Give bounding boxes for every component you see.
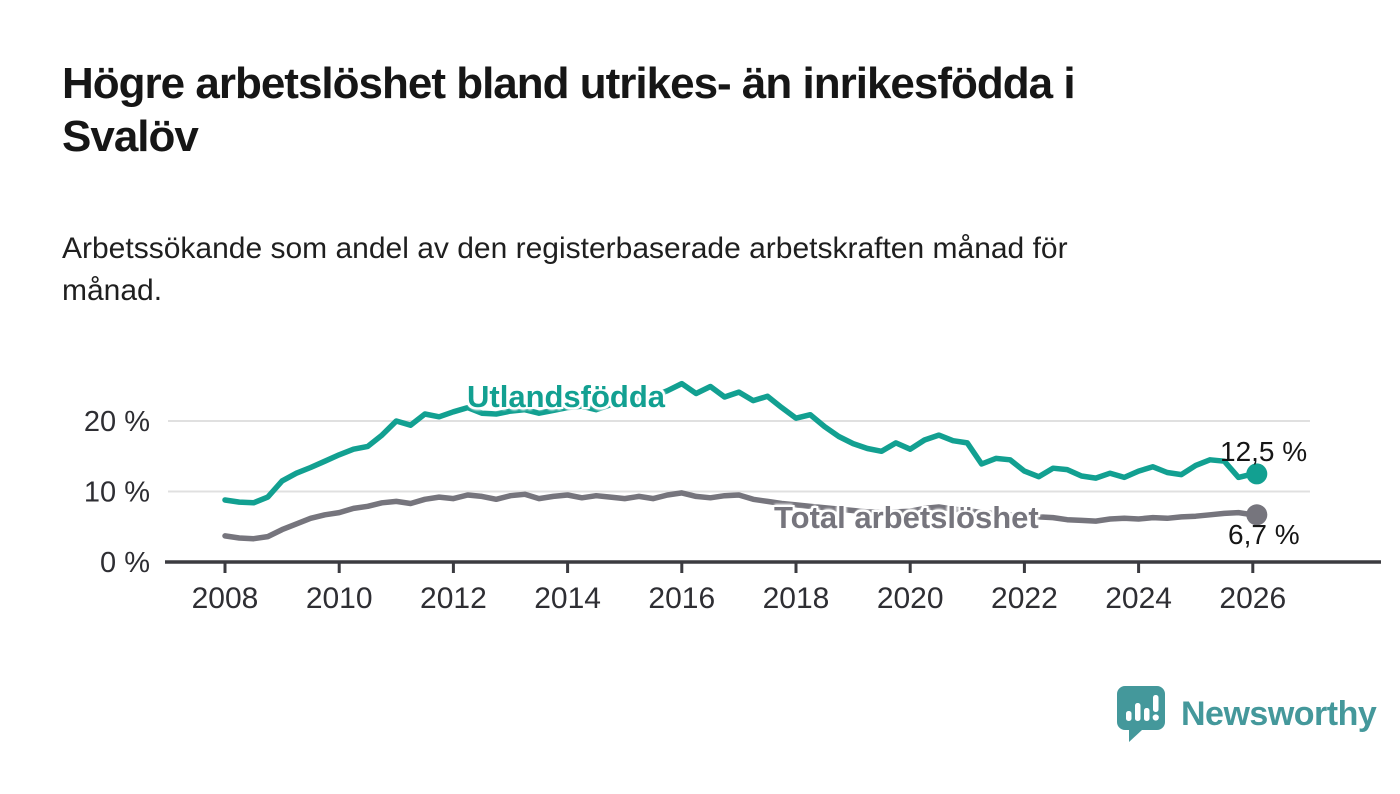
x-axis-tick-label: 2014 [534,582,601,615]
x-axis-tick-label: 2022 [991,582,1058,615]
x-axis-tick-label: 2008 [192,582,259,615]
newsworthy-logo-icon [1117,686,1165,742]
series-line-total-arbetsloshet [222,490,1256,542]
series-label-utlandsfodda: Utlandsfödda [467,379,666,414]
x-axis-tick-label: 2026 [1219,582,1286,615]
chart-subtitle: Arbetssökande som andel av den registerb… [62,232,1068,307]
x-axis-tick-label: 2010 [306,582,373,615]
x-axis-tick-label: 2020 [877,582,944,615]
x-axis-tick-label: 2018 [763,582,830,615]
end-value-total-arbetsloshet: 6,7 % [1228,519,1300,550]
y-axis-tick-label: 20 % [84,406,150,438]
series-end-dot-total-arbetsloshet [1246,504,1268,526]
series-line-utlandsfodda [222,380,1256,506]
x-axis-tick-label: 2012 [420,582,487,615]
x-axis-tick-label: 2016 [648,582,715,615]
end-value-utlandsfodda: 12,5 % [1220,436,1308,467]
newsworthy-logo: Newsworthy [1115,684,1377,744]
newsworthy-brand-text: Newsworthy [1181,694,1377,733]
y-axis-tick-label: 0 % [100,547,150,579]
series-label-total-arbetsloshet: Total arbetslöshet [774,500,1039,535]
series-end-dot-utlandsfodda [1246,463,1268,485]
x-axis-tick-label: 2024 [1105,582,1172,615]
chart-title: Högre arbetslöshet bland utrikes- än inr… [62,59,1076,161]
y-axis-tick-label: 10 % [84,477,150,509]
